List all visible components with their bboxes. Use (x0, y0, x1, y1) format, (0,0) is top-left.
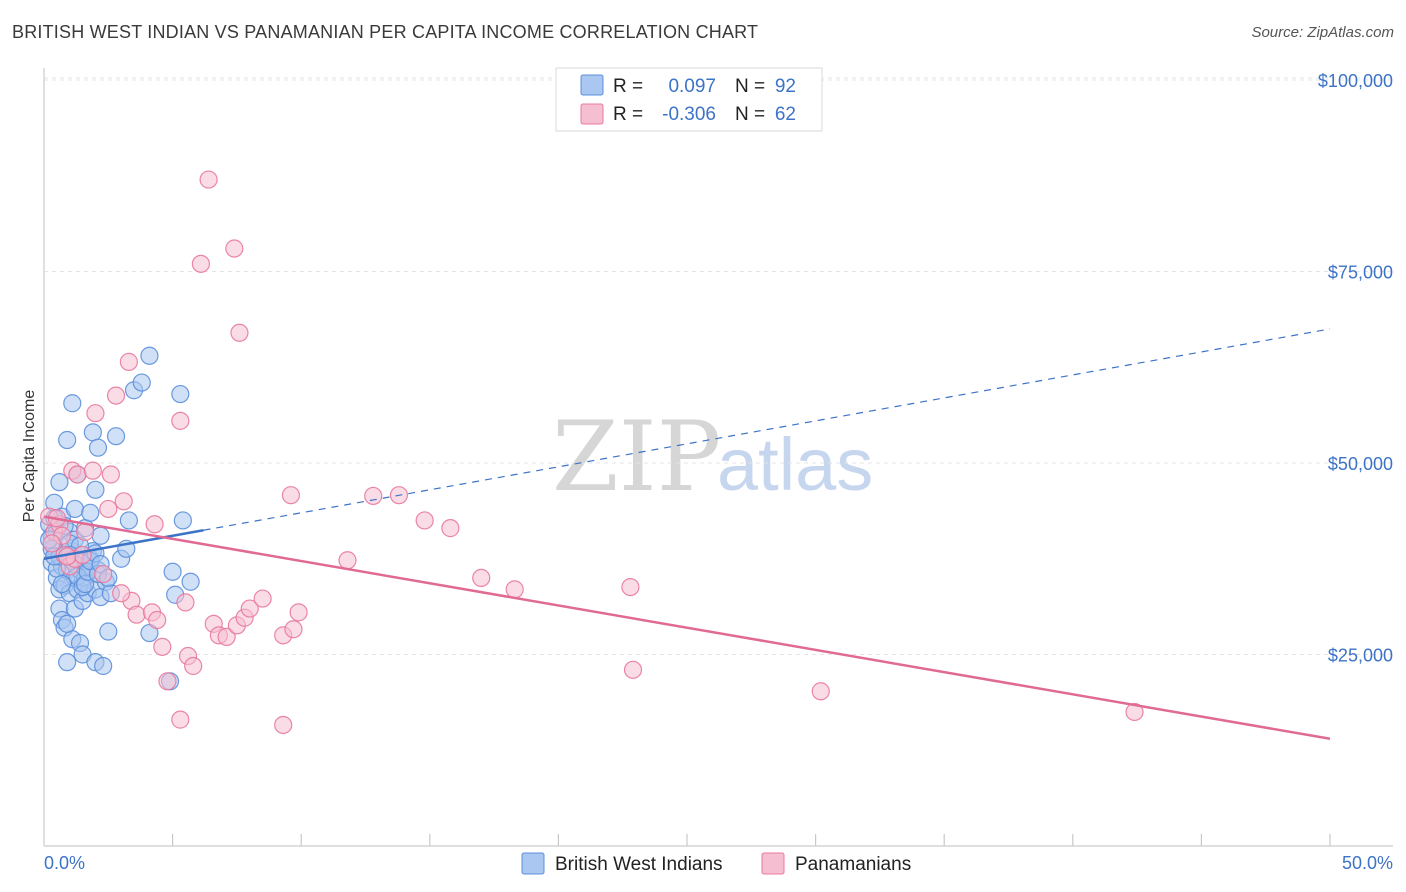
panamanian-point (106, 386, 126, 405)
legend-n-value-2: 62 (775, 104, 796, 125)
british-west-indian-point (65, 499, 84, 519)
trend-line-british-west-indians (43, 529, 204, 560)
panamanian-point (338, 551, 357, 570)
gridlines (44, 77, 1393, 655)
panamanian-point (73, 545, 92, 565)
panamanian-point (94, 564, 113, 584)
british-west-indian-point (140, 346, 159, 365)
panamanian-point (199, 170, 218, 189)
british-west-indian-point (132, 373, 151, 392)
y-tick-label-1: $50,000 (1328, 454, 1393, 474)
x-tick-label-max: 50.0% (1342, 853, 1393, 873)
source-credit: Source: ZipAtlas.com (1251, 24, 1394, 41)
legend-swatch-panamanians (580, 103, 604, 125)
panamanian-point (281, 486, 301, 505)
british-west-indian-point (58, 430, 77, 450)
british-west-indian-point (63, 394, 82, 413)
trend-lines (43, 328, 1331, 740)
panamanian-point (83, 461, 102, 480)
panamanian-point (364, 486, 383, 506)
legend-n-label-1: N = (735, 76, 765, 97)
x-tick-label-min: 0.0% (44, 853, 85, 873)
legend-r-value-1: 0.097 (668, 76, 716, 97)
series-swatch-british-west-indians (521, 852, 545, 875)
panamanian-point (171, 411, 190, 430)
legend-r-value-2: -0.306 (662, 104, 716, 125)
panamanian-point (99, 499, 118, 519)
y-tick-label-3: $100,000 (1318, 71, 1393, 91)
panamanian-point (86, 404, 105, 423)
panamanian-point (274, 715, 293, 735)
panamanian-point (253, 589, 272, 608)
y-tick-label-0: $25,000 (1328, 646, 1393, 666)
panamanian-point (145, 515, 164, 534)
panamanian-point (148, 610, 167, 630)
british-west-indian-point (58, 653, 77, 672)
data-points (40, 170, 1144, 735)
panamanian-point (289, 603, 308, 622)
british-west-indian-point (88, 438, 108, 457)
panamanian-point (230, 323, 249, 342)
legend-r-label-2: R = (613, 104, 643, 125)
panamanian-point (171, 710, 190, 729)
legend-r-label-1: R = (613, 76, 643, 97)
y-tick-label-2: $75,000 (1328, 263, 1393, 283)
panamanian-point (505, 580, 524, 599)
panamanian-point (472, 568, 491, 588)
watermark-atlas: atlas (717, 423, 873, 506)
british-west-indian-point (83, 423, 102, 442)
watermark-zip: ZIP (552, 401, 721, 513)
panamanian-point (176, 593, 195, 612)
legend-n-value-1: 92 (775, 76, 796, 97)
british-west-indian-point (81, 503, 100, 522)
british-west-indian-point (173, 511, 192, 530)
legend-swatch-british-west-indians (580, 74, 604, 96)
panamanian-point (623, 660, 643, 679)
british-west-indian-point (119, 511, 138, 530)
panamanian-point (240, 599, 259, 618)
trend-line-panamanians (43, 515, 1331, 740)
panamanian-point (1125, 702, 1144, 722)
panamanian-point (158, 672, 177, 691)
panamanian-point (153, 637, 172, 656)
panamanian-point (101, 465, 120, 484)
british-west-indian-point (52, 574, 72, 594)
chart-title: BRITISH WEST INDIAN VS PANAMANIAN PER CA… (12, 22, 759, 42)
panamanian-point (284, 620, 303, 639)
british-west-indian-point (86, 480, 105, 499)
panamanian-point (114, 492, 133, 511)
panamanian-point (415, 511, 434, 530)
panamanian-point (621, 577, 640, 597)
series-swatch-panamanians (761, 852, 785, 875)
panamanian-point (225, 239, 244, 258)
panamanian-point (112, 584, 131, 603)
legend-n-label-2: N = (735, 104, 765, 125)
series-legend: British West Indians Panamanians (521, 852, 911, 875)
panamanian-point (811, 682, 830, 701)
panamanian-point (184, 656, 203, 676)
british-west-indian-point (99, 622, 118, 641)
british-west-indian-point (58, 614, 77, 633)
panamanian-point (441, 519, 460, 538)
trend-line-british-west-indians-extension (203, 328, 1331, 531)
series-label-panamanians: Panamanians (795, 854, 911, 875)
british-west-indian-point (91, 526, 110, 545)
british-west-indian-point (94, 656, 113, 676)
british-west-indian-point (50, 473, 69, 492)
panamanian-point (127, 605, 146, 624)
british-west-indian-point (163, 562, 182, 581)
panamanian-point (217, 627, 236, 646)
british-west-indian-point (171, 384, 190, 404)
series-label-british-west-indians: British West Indians (555, 854, 723, 875)
panamanian-point (68, 465, 87, 484)
panamanian-point (42, 534, 61, 553)
british-west-indian-point (181, 572, 200, 591)
panamanian-point (191, 254, 210, 273)
british-west-indian-point (106, 427, 126, 446)
x-tick-marks (172, 834, 1331, 846)
correlation-legend: R = 0.097 N = 92 R = -0.306 N = 62 (555, 67, 823, 132)
panamanian-point (119, 352, 138, 371)
y-tick-labels: $25,000 $50,000 $75,000 $100,000 (1318, 71, 1393, 666)
